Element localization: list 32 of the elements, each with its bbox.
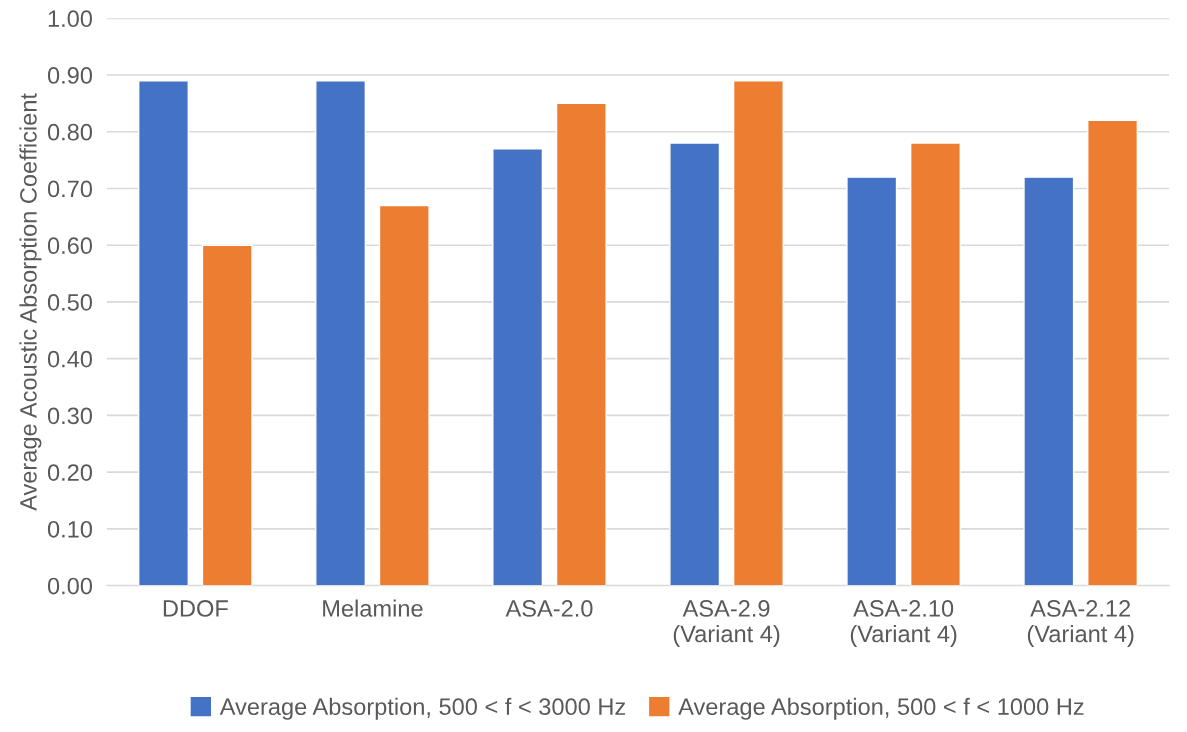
x-tick-label: DDOF [163, 600, 228, 617]
y-tick-label: 0.40 [47, 350, 93, 368]
x-tick-label: ASA-2.0 [505, 600, 593, 617]
y-tick-label: 0.50 [47, 294, 93, 311]
y-tick-label: 0.90 [47, 67, 93, 84]
y-tick-label: 0.60 [47, 237, 93, 255]
bar [492, 148, 544, 586]
bar [555, 102, 607, 586]
bar [201, 244, 253, 586]
bar [909, 142, 961, 586]
y-axis-title: Average Acoustic Absorption Coefficient [19, 93, 42, 511]
bar [846, 176, 898, 586]
x-tick-label: Melamine [323, 599, 423, 617]
bar [1087, 119, 1139, 586]
bar [138, 80, 189, 586]
x-tick-label: ASA-2.12 (Variant 4) [1027, 600, 1134, 647]
bar [378, 204, 430, 586]
y-tick-label: 0.20 [47, 464, 93, 481]
legend-label: Average Absorption, 500 < f < 3000 Hz [219, 697, 626, 720]
y-tick-label: 0.30 [47, 407, 93, 425]
bar [732, 80, 784, 586]
y-tick-label: 0.70 [47, 180, 93, 198]
bar [669, 142, 721, 586]
y-tick-label: 1.00 [48, 10, 93, 28]
legend-label: Average Absorption, 500 < f < 1000 Hz [678, 697, 1084, 720]
y-tick-label: 0.10 [47, 520, 93, 538]
x-tick-label: ASA-2.10 (Variant 4) [850, 600, 957, 647]
x-tick-label: ASA-2.9 (Variant 4) [673, 600, 780, 647]
bar [315, 80, 367, 586]
y-tick-label: 0.80 [47, 123, 93, 141]
bar [1023, 176, 1075, 586]
y-tick-label: 0.00 [47, 577, 93, 595]
